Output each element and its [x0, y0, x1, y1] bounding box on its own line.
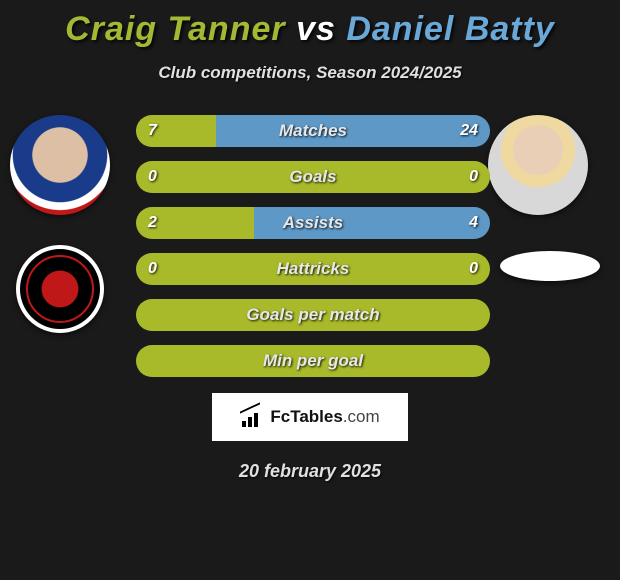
- branding-text: FcTables.com: [270, 407, 379, 427]
- stat-row: 00Hattricks: [136, 253, 490, 285]
- stat-label: Hattricks: [136, 253, 490, 285]
- snapshot-date: 20 february 2025: [0, 461, 620, 482]
- stat-row: Goals per match: [136, 299, 490, 331]
- branding-domain: .com: [343, 407, 380, 426]
- branding-name: FcTables: [270, 407, 342, 426]
- comparison-stage: 724Matches 00Goals 24Assists 00Hattricks Goa…: [0, 115, 620, 375]
- player1-name: Craig Tanner: [65, 10, 285, 48]
- player2-avatar: [488, 115, 588, 215]
- stat-label: Matches: [136, 115, 490, 147]
- branding-badge: FcTables.com: [212, 393, 408, 441]
- stat-label: Min per goal: [136, 345, 490, 377]
- stat-row: 24Assists: [136, 207, 490, 239]
- fctables-logo-icon: [240, 405, 264, 429]
- stat-bars: 724Matches 00Goals 24Assists 00Hattricks Goa…: [136, 115, 490, 391]
- stat-row: 724Matches: [136, 115, 490, 147]
- player1-club-badge: [16, 245, 104, 333]
- player2-name: Daniel Batty: [346, 10, 555, 48]
- stat-label: Goals: [136, 161, 490, 193]
- stat-label: Goals per match: [136, 299, 490, 331]
- player1-avatar: [10, 115, 110, 215]
- stat-label: Assists: [136, 207, 490, 239]
- subtitle: Club competitions, Season 2024/2025: [0, 63, 620, 83]
- player2-club-badge: [500, 251, 600, 281]
- stat-row: Min per goal: [136, 345, 490, 377]
- comparison-title: Craig Tanner vs Daniel Batty: [0, 0, 620, 49]
- vs-label: vs: [296, 10, 336, 48]
- stat-row: 00Goals: [136, 161, 490, 193]
